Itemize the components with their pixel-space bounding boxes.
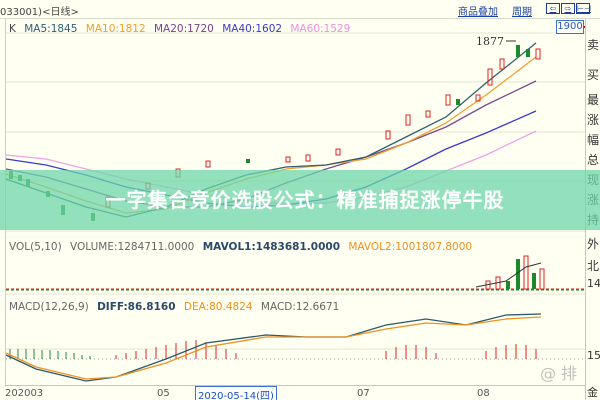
side-change: 涨 bbox=[587, 113, 600, 127]
banner-title: 一字集合竞价选股公式：精准捕捉涨停牛股 bbox=[105, 188, 505, 212]
stock-code-label: 033001)<日线> bbox=[0, 7, 79, 18]
ma40-value: MA40:1602 bbox=[222, 23, 283, 35]
period-link[interactable]: 周期 bbox=[512, 7, 532, 18]
fit-range-icon[interactable]: ⊢⊣ bbox=[576, 3, 591, 14]
nav-buttons: ⇦ ⇨ ⊢⊣ bbox=[546, 3, 591, 18]
side-sell: 卖 bbox=[587, 38, 600, 52]
side-gold: 金 bbox=[587, 386, 598, 399]
side-num-15: 15 bbox=[587, 349, 600, 362]
vol-name: VOL(5,10) bbox=[9, 241, 62, 253]
toolbar-links: 商品叠加 周期 ⇦ ⇨ ⊢⊣ bbox=[458, 3, 591, 18]
macd-legend: MACD(12,26,9) DIFF:86.8160 DEA:80.4824 M… bbox=[9, 301, 344, 313]
mavol1-value: MAVOL1:1483681.0000 bbox=[202, 241, 340, 253]
ma10-value: MA10:1812 bbox=[85, 23, 146, 35]
macd-name: MACD(12,26,9) bbox=[9, 301, 89, 313]
next-arrow-icon[interactable]: ⇨ bbox=[561, 3, 575, 14]
x-axis: 202003 05 2020-05-14(四) 07 08 bbox=[5, 385, 585, 400]
side-num-14: 14 bbox=[587, 277, 600, 290]
dea-value: DEA:80.4824 bbox=[183, 301, 253, 313]
watermark: @ 排 bbox=[540, 364, 578, 383]
mavol2-value: MAVOL2:1001807.8000 bbox=[348, 241, 473, 253]
x-label-08: 08 bbox=[477, 388, 490, 399]
top-bar: 033001)<日线> 商品叠加 周期 ⇦ ⇨ ⊢⊣ bbox=[0, 0, 600, 19]
x-selected-date[interactable]: 2020-05-14(四) bbox=[195, 386, 277, 400]
main-legend: K MA5:1845 MA10:1812 MA20:1720 MA40:1602… bbox=[9, 23, 355, 35]
title-banner: 一字集合竞价选股公式：精准捕捉涨停牛股 bbox=[0, 170, 600, 230]
side-north: 北 bbox=[587, 259, 600, 273]
x-label-05: 05 bbox=[157, 388, 170, 399]
side-buy: 买 bbox=[587, 68, 600, 82]
ma5-value: MA5:1845 bbox=[24, 23, 78, 35]
x-label-07: 07 bbox=[357, 388, 370, 399]
ma20-value: MA20:1720 bbox=[153, 23, 214, 35]
side-amplitude: 幅 bbox=[587, 133, 600, 147]
side-latest: 最 bbox=[587, 93, 600, 107]
k-label: K bbox=[9, 23, 16, 35]
prev-arrow-icon[interactable]: ⇦ bbox=[546, 3, 560, 14]
x-label-202003: 202003 bbox=[5, 388, 44, 399]
macd-value: MACD:12.6671 bbox=[260, 301, 340, 313]
side-outer: 外 bbox=[587, 237, 600, 251]
vol-legend: VOL(5,10) VOLUME:1284711.0000 MAVOL1:148… bbox=[9, 241, 477, 253]
diff-value: DIFF:86.8160 bbox=[97, 301, 176, 313]
ma60-value: MA60:1529 bbox=[290, 23, 351, 35]
high-price-label: 1877 bbox=[476, 35, 504, 48]
current-price-box: 1900 bbox=[556, 20, 584, 34]
overlay-link[interactable]: 商品叠加 bbox=[458, 7, 498, 18]
side-total: 总 bbox=[587, 153, 600, 167]
volume-value: VOLUME:1284711.0000 bbox=[70, 241, 195, 253]
